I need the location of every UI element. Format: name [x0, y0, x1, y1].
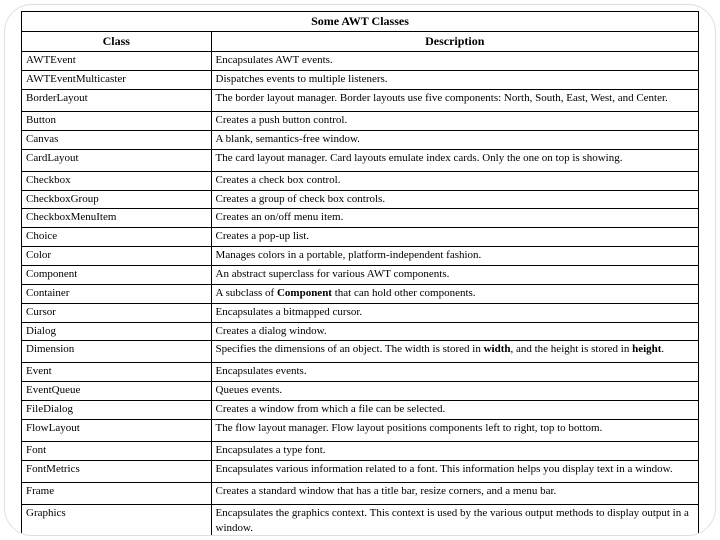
table-title: Some AWT Classes: [22, 12, 699, 32]
class-cell: Cursor: [22, 303, 212, 322]
header-class: Class: [22, 32, 212, 52]
table-row: FileDialogCreates a window from which a …: [22, 401, 699, 420]
table-row: AWTEventMulticasterDispatches events to …: [22, 71, 699, 90]
class-cell: CheckboxGroup: [22, 190, 212, 209]
class-cell: CheckboxMenuItem: [22, 209, 212, 228]
description-cell: The card layout manager. Card layouts em…: [211, 149, 698, 171]
description-cell: A blank, semantics-free window.: [211, 130, 698, 149]
slide-frame: Some AWT Classes Class Description AWTEv…: [4, 4, 716, 536]
class-cell: Canvas: [22, 130, 212, 149]
class-cell: Color: [22, 247, 212, 266]
description-cell: Creates a group of check box controls.: [211, 190, 698, 209]
table-row: FontMetricsEncapsulates various informat…: [22, 460, 699, 482]
class-cell: Choice: [22, 228, 212, 247]
class-cell: FlowLayout: [22, 419, 212, 441]
table-row: BorderLayoutThe border layout manager. B…: [22, 90, 699, 112]
table-row: ContainerA subclass of Component that ca…: [22, 284, 699, 303]
class-cell: Container: [22, 284, 212, 303]
table-container: Some AWT Classes Class Description AWTEv…: [5, 5, 715, 536]
table-row: AWTEventEncapsulates AWT events.: [22, 52, 699, 71]
class-cell: Event: [22, 363, 212, 382]
table-row: CheckboxGroupCreates a group of check bo…: [22, 190, 699, 209]
description-cell: Dispatches events to multiple listeners.: [211, 71, 698, 90]
class-cell: AWTEvent: [22, 52, 212, 71]
class-cell: Graphics: [22, 504, 212, 536]
table-row: CheckboxMenuItemCreates an on/off menu i…: [22, 209, 699, 228]
description-cell: Creates a standard window that has a tit…: [211, 482, 698, 504]
description-cell: A subclass of Component that can hold ot…: [211, 284, 698, 303]
table-row: CardLayoutThe card layout manager. Card …: [22, 149, 699, 171]
description-cell: Creates a pop-up list.: [211, 228, 698, 247]
class-cell: CardLayout: [22, 149, 212, 171]
description-cell: Encapsulates AWT events.: [211, 52, 698, 71]
table-row: DialogCreates a dialog window.: [22, 322, 699, 341]
table-row: CursorEncapsulates a bitmapped cursor.: [22, 303, 699, 322]
table-row: EventEncapsulates events.: [22, 363, 699, 382]
description-cell: Creates a window from which a file can b…: [211, 401, 698, 420]
table-row: CanvasA blank, semantics-free window.: [22, 130, 699, 149]
description-cell: Creates a push button control.: [211, 112, 698, 131]
class-cell: Font: [22, 441, 212, 460]
class-cell: Button: [22, 112, 212, 131]
class-cell: Dialog: [22, 322, 212, 341]
description-cell: Creates a dialog window.: [211, 322, 698, 341]
description-cell: An abstract superclass for various AWT c…: [211, 265, 698, 284]
table-row: ColorManages colors in a portable, platf…: [22, 247, 699, 266]
description-cell: Specifies the dimensions of an object. T…: [211, 341, 698, 363]
class-cell: Component: [22, 265, 212, 284]
description-cell: Encapsulates the graphics context. This …: [211, 504, 698, 536]
table-row: ButtonCreates a push button control.: [22, 112, 699, 131]
class-cell: AWTEventMulticaster: [22, 71, 212, 90]
description-cell: Creates an on/off menu item.: [211, 209, 698, 228]
table-row: FontEncapsulates a type font.: [22, 441, 699, 460]
class-cell: BorderLayout: [22, 90, 212, 112]
header-row: Class Description: [22, 32, 699, 52]
description-cell: Manages colors in a portable, platform-i…: [211, 247, 698, 266]
description-cell: Encapsulates a bitmapped cursor.: [211, 303, 698, 322]
table-row: FrameCreates a standard window that has …: [22, 482, 699, 504]
description-cell: Encapsulates various information related…: [211, 460, 698, 482]
class-cell: FileDialog: [22, 401, 212, 420]
table-row: FlowLayoutThe flow layout manager. Flow …: [22, 419, 699, 441]
table-row: ChoiceCreates a pop-up list.: [22, 228, 699, 247]
title-row: Some AWT Classes: [22, 12, 699, 32]
table-row: GraphicsEncapsulates the graphics contex…: [22, 504, 699, 536]
table-row: DimensionSpecifies the dimensions of an …: [22, 341, 699, 363]
class-cell: FontMetrics: [22, 460, 212, 482]
header-description: Description: [211, 32, 698, 52]
class-cell: EventQueue: [22, 382, 212, 401]
class-cell: Frame: [22, 482, 212, 504]
description-cell: Encapsulates events.: [211, 363, 698, 382]
class-cell: Dimension: [22, 341, 212, 363]
description-cell: Encapsulates a type font.: [211, 441, 698, 460]
description-cell: Creates a check box control.: [211, 171, 698, 190]
description-cell: The border layout manager. Border layout…: [211, 90, 698, 112]
table-row: ComponentAn abstract superclass for vari…: [22, 265, 699, 284]
table-row: CheckboxCreates a check box control.: [22, 171, 699, 190]
class-cell: Checkbox: [22, 171, 212, 190]
description-cell: The flow layout manager. Flow layout pos…: [211, 419, 698, 441]
awt-classes-table: Some AWT Classes Class Description AWTEv…: [21, 11, 699, 536]
table-row: EventQueueQueues events.: [22, 382, 699, 401]
description-cell: Queues events.: [211, 382, 698, 401]
